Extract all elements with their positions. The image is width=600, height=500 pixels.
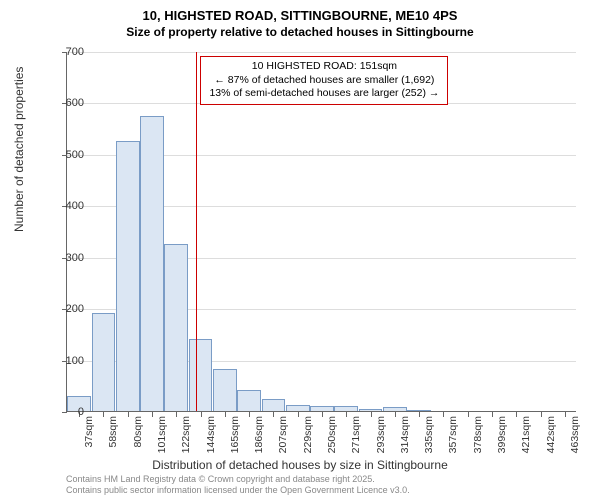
y-axis-label: Number of detached properties <box>12 67 26 232</box>
x-tick-mark <box>152 412 153 417</box>
x-tick-mark <box>176 412 177 417</box>
x-tick-label: 37sqm <box>83 416 95 448</box>
y-tick-label: 0 <box>44 406 84 418</box>
histogram-bar <box>213 369 237 411</box>
histogram-bar <box>383 407 407 411</box>
x-tick-label: 207sqm <box>277 416 289 453</box>
histogram-bar <box>140 116 164 411</box>
histogram-bar <box>359 409 383 411</box>
x-tick-label: 293sqm <box>375 416 387 453</box>
x-tick-label: 80sqm <box>132 416 144 448</box>
annotation-line: ← 87% of detached houses are smaller (1,… <box>209 74 439 88</box>
x-tick-mark <box>298 412 299 417</box>
x-tick-label: 165sqm <box>229 416 241 453</box>
footer-line: Contains HM Land Registry data © Crown c… <box>66 474 410 485</box>
x-tick-label: 144sqm <box>205 416 217 453</box>
y-tick-label: 400 <box>44 200 84 212</box>
histogram-bar <box>116 141 140 411</box>
x-tick-label: 186sqm <box>253 416 265 453</box>
histogram-bar <box>262 399 286 411</box>
x-tick-mark <box>443 412 444 417</box>
x-tick-label: 58sqm <box>107 416 119 448</box>
annotation-line: 10 HIGHSTED ROAD: 151sqm <box>209 60 439 74</box>
x-tick-label: 271sqm <box>350 416 362 453</box>
grid-line <box>67 52 576 53</box>
x-tick-mark <box>225 412 226 417</box>
x-tick-mark <box>103 412 104 417</box>
footer-attribution: Contains HM Land Registry data © Crown c… <box>66 474 410 496</box>
annotation-line: 13% of semi-detached houses are larger (… <box>209 87 439 101</box>
x-tick-mark <box>346 412 347 417</box>
x-tick-label: 399sqm <box>496 416 508 453</box>
x-tick-label: 250sqm <box>326 416 338 453</box>
x-tick-label: 421sqm <box>520 416 532 453</box>
y-tick-label: 500 <box>44 149 84 161</box>
x-tick-mark <box>249 412 250 417</box>
page-subtitle: Size of property relative to detached ho… <box>0 25 600 39</box>
x-tick-label: 122sqm <box>180 416 192 453</box>
histogram-bar <box>189 339 213 411</box>
histogram-bar <box>310 406 334 411</box>
x-tick-mark <box>371 412 372 417</box>
y-tick-label: 300 <box>44 252 84 264</box>
histogram-bar <box>92 313 116 411</box>
y-tick-label: 200 <box>44 303 84 315</box>
marker-line <box>196 52 197 411</box>
x-tick-label: 463sqm <box>569 416 581 453</box>
x-tick-mark <box>468 412 469 417</box>
annotation-box: 10 HIGHSTED ROAD: 151sqm← 87% of detache… <box>200 56 448 105</box>
x-axis-label: Distribution of detached houses by size … <box>0 458 600 472</box>
footer-line: Contains public sector information licen… <box>66 485 410 496</box>
page-title: 10, HIGHSTED ROAD, SITTINGBOURNE, ME10 4… <box>0 8 600 23</box>
x-tick-label: 357sqm <box>447 416 459 453</box>
x-tick-mark <box>322 412 323 417</box>
histogram-bar <box>286 405 310 411</box>
plot-region: 37sqm58sqm80sqm101sqm122sqm144sqm165sqm1… <box>66 52 576 412</box>
y-tick-label: 700 <box>44 46 84 58</box>
chart-area: 37sqm58sqm80sqm101sqm122sqm144sqm165sqm1… <box>66 52 576 412</box>
x-tick-label: 229sqm <box>302 416 314 453</box>
x-tick-mark <box>541 412 542 417</box>
x-tick-label: 378sqm <box>472 416 484 453</box>
histogram-bar <box>164 244 188 411</box>
y-tick-label: 600 <box>44 97 84 109</box>
x-tick-mark <box>565 412 566 417</box>
x-tick-mark <box>273 412 274 417</box>
x-tick-label: 442sqm <box>545 416 557 453</box>
histogram-bar <box>334 406 358 411</box>
histogram-bar <box>407 410 431 411</box>
x-tick-mark <box>492 412 493 417</box>
x-tick-mark <box>516 412 517 417</box>
x-tick-label: 335sqm <box>423 416 435 453</box>
x-tick-mark <box>419 412 420 417</box>
x-tick-mark <box>201 412 202 417</box>
y-tick-label: 100 <box>44 355 84 367</box>
x-tick-mark <box>128 412 129 417</box>
x-tick-mark <box>395 412 396 417</box>
x-tick-label: 101sqm <box>156 416 168 453</box>
histogram-bar <box>237 390 261 411</box>
x-tick-label: 314sqm <box>399 416 411 453</box>
